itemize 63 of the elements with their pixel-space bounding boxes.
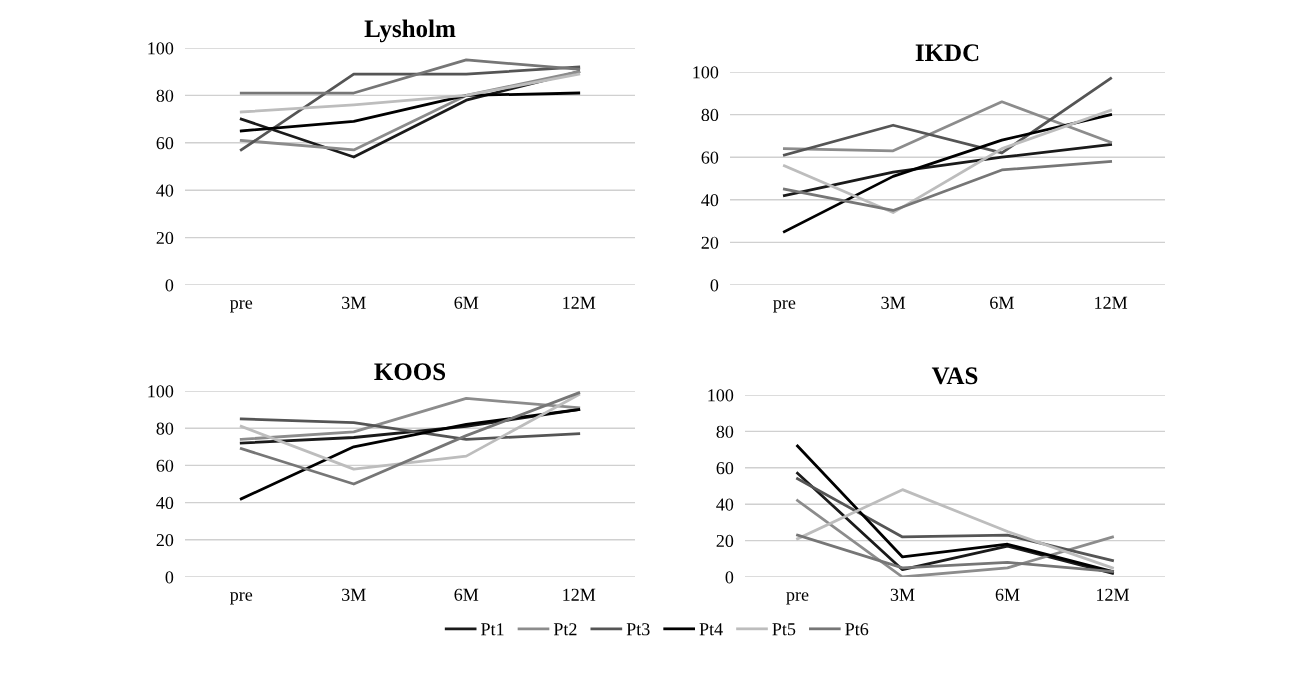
- y-tick-label: 100: [148, 385, 174, 398]
- y-tick-label: 80: [716, 425, 734, 438]
- x-tick-label: 12M: [1097, 588, 1130, 601]
- chart-title: VAS: [931, 367, 978, 385]
- legend-label: Pt3: [626, 623, 650, 636]
- legend-label: Pt4: [699, 623, 723, 636]
- y-tick-label: 20: [701, 236, 719, 249]
- y-tick-label: 80: [156, 89, 174, 102]
- x-tick-label: 12M: [563, 588, 596, 601]
- x-tick-label: 12M: [563, 296, 596, 309]
- y-tick-label: 40: [716, 498, 734, 511]
- legend-label: Pt6: [845, 623, 869, 636]
- x-tick-label: 3M: [881, 296, 906, 309]
- legend-label: Pt5: [772, 623, 796, 636]
- x-tick-label: 3M: [342, 296, 366, 309]
- x-tick-label: 12M: [1095, 296, 1128, 309]
- x-tick-label: 6M: [995, 588, 1020, 601]
- line-series: [782, 108, 1113, 214]
- chart-title: KOOS: [374, 363, 446, 381]
- y-tick-label: 60: [156, 459, 174, 472]
- legend-label: Pt1: [481, 623, 504, 636]
- x-tick-label: pre: [786, 592, 809, 605]
- y-tick-label: 100: [708, 389, 734, 402]
- x-tick-label: 6M: [454, 588, 479, 601]
- line-series: [782, 100, 1113, 153]
- x-tick-label: pre: [773, 300, 796, 313]
- y-tick-label: 20: [156, 231, 174, 245]
- chart-title: IKDC: [915, 44, 979, 62]
- line-series: [239, 417, 581, 441]
- x-tick-label: 6M: [454, 296, 479, 309]
- y-tick-label: 0: [165, 571, 174, 584]
- chart-title: Lysholm: [364, 19, 456, 43]
- y-tick-label: 40: [156, 184, 174, 197]
- line-series: [239, 72, 581, 114]
- y-tick-label: 100: [693, 66, 719, 79]
- y-tick-label: 20: [156, 534, 174, 547]
- x-tick-label: pre: [230, 300, 253, 313]
- y-tick-label: 80: [701, 108, 719, 122]
- x-tick-label: pre: [230, 592, 253, 605]
- x-tick-label: 6M: [990, 296, 1014, 309]
- line-series: [796, 533, 1114, 573]
- y-tick-label: 20: [716, 534, 734, 548]
- y-tick-label: 0: [165, 279, 174, 292]
- line-series: [239, 391, 581, 486]
- y-tick-label: 0: [710, 279, 719, 292]
- y-tick-label: 80: [156, 422, 174, 435]
- y-tick-label: 60: [701, 151, 719, 164]
- y-tick-label: 60: [156, 137, 174, 150]
- line-series: [239, 91, 581, 133]
- x-tick-label: 3M: [342, 588, 366, 601]
- y-tick-label: 0: [725, 571, 734, 584]
- legend-label: Pt2: [553, 623, 577, 636]
- line-series: [796, 488, 1114, 570]
- line-series: [782, 160, 1113, 212]
- line-series: [239, 408, 581, 501]
- line-series: [239, 397, 581, 441]
- x-tick-label: 3M: [890, 588, 915, 601]
- y-tick-label: 60: [716, 462, 734, 475]
- y-tick-label: 40: [701, 194, 719, 207]
- y-tick-label: 100: [148, 42, 174, 55]
- line-series: [239, 393, 581, 471]
- y-tick-label: 40: [156, 496, 174, 510]
- line-series: [782, 77, 1113, 157]
